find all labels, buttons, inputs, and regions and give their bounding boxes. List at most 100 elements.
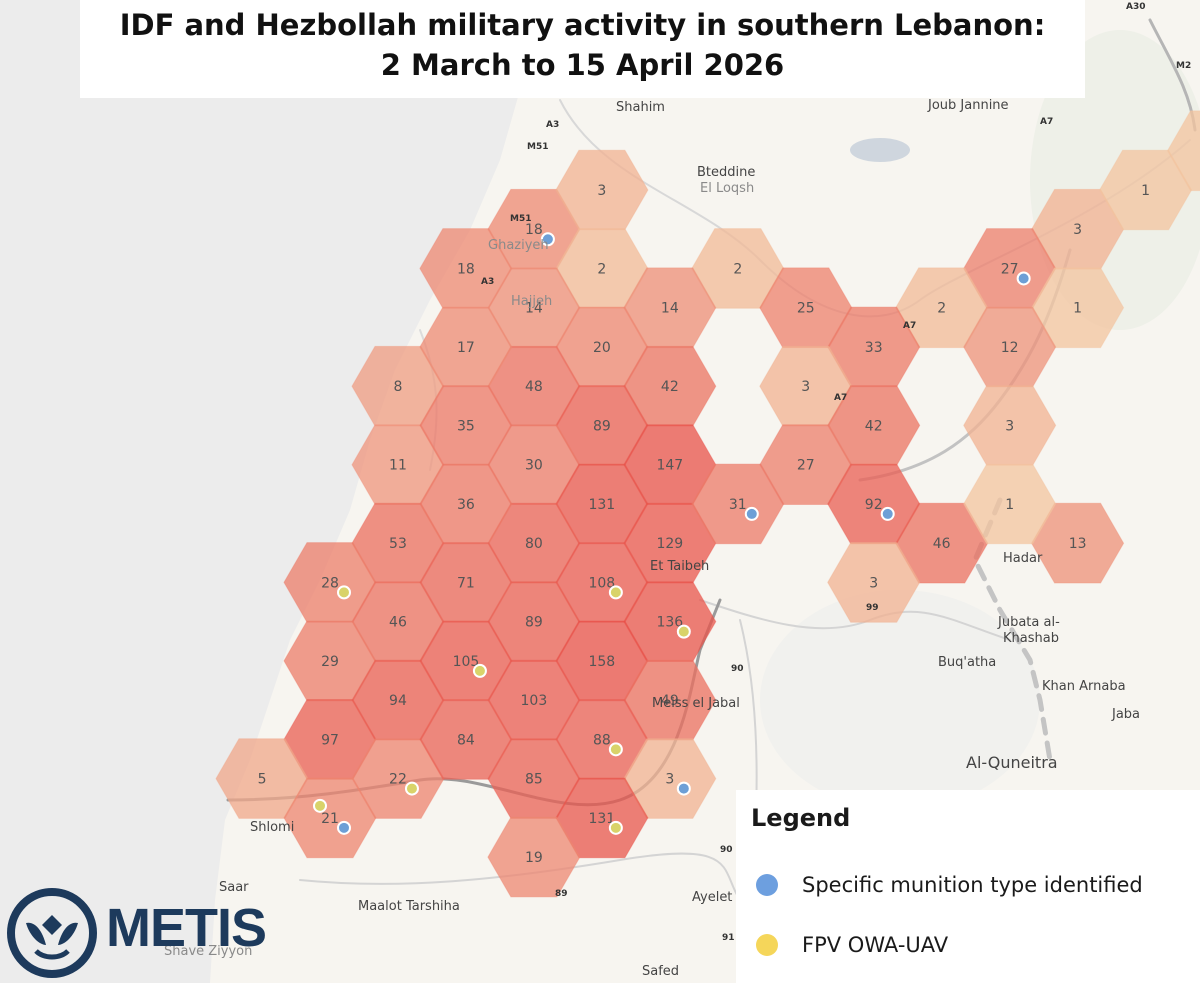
hexbin-count-label: 36 bbox=[457, 497, 475, 513]
place-label: Saar bbox=[219, 880, 249, 895]
hexbin-count-label: 108 bbox=[588, 575, 615, 591]
place-label: Hadar bbox=[1003, 551, 1043, 566]
hexbin-count-label: 31 bbox=[729, 497, 747, 513]
road-shield: M51 bbox=[510, 214, 531, 224]
place-label: Bteddine bbox=[697, 165, 755, 180]
hexbin-count-label: 3 bbox=[665, 772, 674, 788]
hexbin-cell bbox=[963, 463, 1057, 545]
hexbin-count-label: 88 bbox=[593, 732, 611, 748]
hexbin-count-label: 27 bbox=[797, 458, 815, 474]
hexbin-count-label: 42 bbox=[865, 418, 883, 434]
legend-item-munition: Specific munition type identified bbox=[756, 870, 1143, 900]
hexbin-count-label: 2 bbox=[937, 301, 946, 317]
fpv-marker bbox=[337, 585, 351, 600]
place-label: Jaba bbox=[1111, 707, 1140, 722]
road-shield: A7 bbox=[903, 321, 916, 331]
road-shield: 91 bbox=[722, 933, 735, 943]
hexbin-count-label: 12 bbox=[1001, 340, 1019, 356]
hexbin-count-label: 2 bbox=[597, 261, 606, 277]
hexbin-count-label: 3 bbox=[869, 575, 878, 591]
hexbin-count-label: 2 bbox=[733, 261, 742, 277]
hexbin-count-label: 28 bbox=[321, 575, 339, 591]
hexbin-count-label: 5 bbox=[258, 772, 267, 788]
hexbin-count-label: 1 bbox=[1141, 183, 1150, 199]
road-shield: A3 bbox=[546, 120, 559, 130]
munition-marker bbox=[540, 232, 555, 247]
hexbin-count-label: 33 bbox=[865, 340, 883, 356]
hexbin-count-label: 85 bbox=[525, 772, 543, 788]
hexbin-count-label: 46 bbox=[389, 615, 407, 631]
place-label: Jubata al- bbox=[997, 615, 1060, 630]
hexbin-count-label: 103 bbox=[521, 693, 548, 709]
hexbin-count-label: 18 bbox=[525, 222, 543, 238]
hexbin-count-label: 53 bbox=[389, 536, 407, 552]
hexbin-cell bbox=[487, 816, 581, 898]
hexbin-count-label: 29 bbox=[321, 654, 339, 670]
legend: Legend Specific munition type identified… bbox=[736, 790, 1200, 983]
place-label: Hajjeh bbox=[511, 294, 552, 309]
place-label: Safed bbox=[642, 964, 679, 979]
hexbin-count-label: 25 bbox=[797, 301, 815, 317]
legend-item-fpv: FPV OWA-UAV bbox=[756, 930, 948, 960]
marker-layer bbox=[313, 232, 1031, 835]
road-shield: 90 bbox=[731, 664, 744, 674]
hexbin-count-label: 84 bbox=[457, 732, 475, 748]
yellow-dot-icon bbox=[756, 934, 778, 956]
legend-label: FPV OWA-UAV bbox=[802, 933, 949, 957]
hexbin-count-label: 136 bbox=[656, 615, 683, 631]
hexbin-count-label: 3 bbox=[801, 379, 810, 395]
logo-wordmark: METIS bbox=[106, 898, 267, 958]
place-label: Khashab bbox=[1003, 631, 1059, 646]
road-shield: A7 bbox=[1040, 117, 1053, 127]
hexbin-count-label: 1 bbox=[1073, 301, 1082, 317]
place-label: Shave Ziyyon bbox=[164, 944, 252, 959]
hexbin-count-label: 35 bbox=[457, 418, 475, 434]
terrain-patch bbox=[760, 590, 1040, 810]
hexbin-count-label: 158 bbox=[588, 654, 615, 670]
fpv-marker bbox=[313, 798, 327, 813]
hexbin-count-label: 14 bbox=[661, 301, 679, 317]
hexbin-count-label: 13 bbox=[1069, 536, 1087, 552]
hexbin-count-label: 3 bbox=[597, 183, 606, 199]
place-label: Buq'atha bbox=[938, 655, 996, 670]
road-shield: 99 bbox=[866, 603, 879, 613]
hexbin-count-label: 11 bbox=[389, 458, 407, 474]
hexbin-cell bbox=[827, 542, 921, 623]
munition-marker bbox=[880, 506, 895, 521]
hexbin-count-label: 46 bbox=[933, 536, 951, 552]
hexbin-count-label: 89 bbox=[593, 418, 611, 434]
hexbin-cell bbox=[419, 699, 513, 780]
fpv-marker bbox=[608, 820, 623, 835]
hexbin-count-label: 30 bbox=[525, 458, 543, 474]
fpv-marker bbox=[608, 742, 623, 757]
fpv-marker bbox=[676, 624, 691, 639]
hexbin-count-label: 1 bbox=[1005, 497, 1014, 513]
place-label: Ghaziyeh bbox=[488, 238, 549, 253]
metis-emblem-icon bbox=[7, 888, 97, 978]
hexbin-layer: 1833111222711141421820251284842331789331… bbox=[215, 110, 1200, 898]
road-shield: A30 bbox=[1126, 2, 1146, 12]
hexbin-count-label: 3 bbox=[1005, 418, 1014, 434]
fpv-marker bbox=[472, 663, 487, 678]
road-shield: A7 bbox=[834, 393, 847, 403]
blue-dot-icon bbox=[756, 874, 778, 896]
hexbin-count-label: 131 bbox=[588, 811, 615, 827]
hexbin-count-label: 14 bbox=[525, 301, 543, 317]
road bbox=[299, 852, 741, 901]
terrain-patch bbox=[850, 138, 910, 162]
hexbin-count-label: 21 bbox=[321, 811, 339, 827]
road-shield: A3 bbox=[481, 277, 494, 287]
munition-marker bbox=[337, 820, 351, 835]
hexbin-count-label: 19 bbox=[525, 850, 543, 866]
place-label: Joub Jannine bbox=[927, 98, 1009, 113]
hexbin-count-label: 27 bbox=[1001, 261, 1019, 277]
hexbin-count-label: 3 bbox=[1073, 222, 1082, 238]
road-shield: M51 bbox=[527, 142, 548, 152]
road-shield: 90 bbox=[720, 845, 733, 855]
title-line-1: IDF and Hezbollah military activity in s… bbox=[119, 8, 1046, 42]
hexbin-count-label: 42 bbox=[661, 379, 679, 395]
metis-logo: METIS bbox=[6, 885, 276, 980]
place-label: Shahim bbox=[616, 100, 665, 115]
munition-marker bbox=[676, 781, 691, 796]
